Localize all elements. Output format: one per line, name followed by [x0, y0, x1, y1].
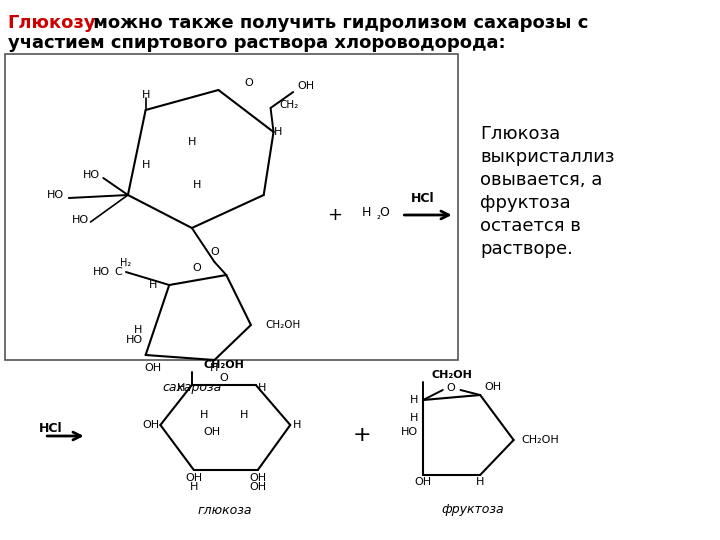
Text: OH: OH: [144, 363, 161, 373]
Text: H: H: [189, 482, 198, 492]
Text: H: H: [361, 206, 371, 219]
Text: H: H: [476, 477, 485, 487]
Text: H: H: [176, 383, 185, 393]
Text: CH₂OH: CH₂OH: [521, 435, 559, 445]
Text: +: +: [327, 206, 342, 224]
Text: OH: OH: [297, 81, 314, 91]
Text: H: H: [135, 325, 143, 335]
Text: глюкоза: глюкоза: [197, 503, 251, 516]
Text: CH₂OH: CH₂OH: [204, 360, 245, 370]
Text: H: H: [210, 363, 219, 373]
Text: HO: HO: [93, 267, 110, 277]
Text: C: C: [114, 267, 122, 277]
Text: H: H: [240, 410, 248, 420]
Text: OH: OH: [249, 473, 266, 483]
Text: Глюкоза
выкристаллиз
овывается, а
фруктоза
остается в
растворе.: Глюкоза выкристаллиз овывается, а фрукто…: [480, 125, 615, 258]
Text: O: O: [219, 373, 228, 383]
Text: H: H: [149, 280, 158, 290]
Text: OH: OH: [484, 382, 501, 392]
Text: O: O: [446, 383, 455, 393]
Text: OH: OH: [415, 477, 432, 487]
Text: HO: HO: [84, 170, 100, 180]
Text: H: H: [188, 137, 196, 147]
Text: Глюкозу: Глюкозу: [8, 14, 96, 32]
Text: фруктоза: фруктоза: [441, 503, 503, 516]
Text: CH₂: CH₂: [279, 100, 299, 110]
Bar: [5, 54, 457, 360]
Text: O: O: [210, 247, 219, 257]
Text: OH: OH: [185, 473, 202, 483]
Text: можно также получить гидролизом сахарозы с: можно также получить гидролизом сахарозы…: [86, 14, 588, 32]
Text: O: O: [192, 263, 201, 273]
Text: O: O: [245, 78, 253, 88]
Text: HO: HO: [401, 427, 418, 437]
Text: CH₂OH: CH₂OH: [266, 320, 301, 330]
Text: H: H: [258, 383, 266, 393]
Text: O: O: [379, 206, 389, 219]
Text: OH: OH: [143, 420, 159, 430]
Text: HO: HO: [47, 190, 64, 200]
Text: H: H: [199, 410, 208, 420]
Text: CH₂OH: CH₂OH: [431, 370, 472, 380]
Text: OH: OH: [249, 482, 266, 492]
Text: +: +: [353, 425, 372, 445]
Text: HCl: HCl: [411, 192, 435, 205]
Text: H: H: [141, 160, 150, 170]
Text: HCl: HCl: [40, 422, 63, 435]
Text: H: H: [293, 420, 302, 430]
Text: H: H: [410, 413, 418, 423]
Text: H: H: [274, 127, 282, 137]
Text: H: H: [192, 180, 201, 190]
Text: H: H: [410, 395, 418, 405]
Text: HO: HO: [71, 215, 89, 225]
Text: сахароза: сахароза: [162, 381, 222, 395]
Text: участием спиртового раствора хлороводорода:: участием спиртового раствора хлороводоро…: [8, 34, 505, 52]
Text: H₂: H₂: [120, 258, 131, 268]
Text: H: H: [141, 90, 150, 100]
Text: ₂: ₂: [377, 211, 381, 221]
Text: HO: HO: [125, 335, 143, 345]
Text: OH: OH: [203, 427, 220, 437]
